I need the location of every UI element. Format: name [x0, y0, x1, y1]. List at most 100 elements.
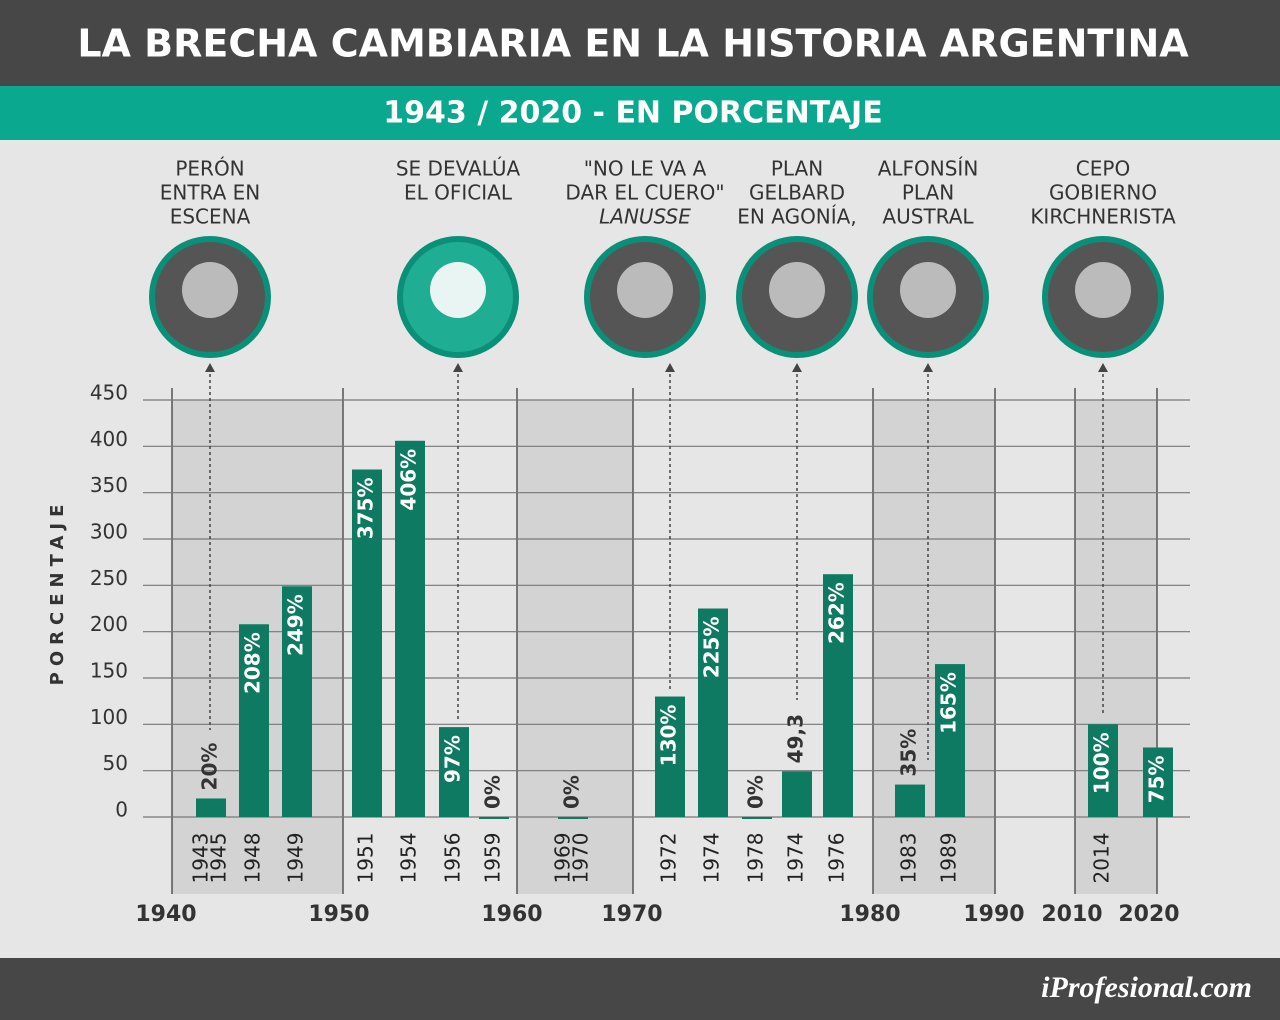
value-label: 130% — [657, 705, 681, 767]
photo-face — [1075, 262, 1131, 318]
value-label: 406% — [397, 449, 421, 511]
annotation-text: CEPO — [1076, 157, 1130, 181]
photo-face — [900, 262, 956, 318]
x-tick-label: 2014 — [1090, 833, 1114, 884]
annotation-text: ESCENA — [170, 205, 251, 229]
bar — [196, 798, 226, 817]
x-tick-label: 1974 — [700, 833, 724, 884]
x-tick-label: 1945 — [207, 833, 231, 884]
decade-label: 2020 — [1118, 902, 1179, 927]
x-tick-label: 1956 — [441, 833, 465, 884]
value-label: 49,3 — [784, 714, 808, 763]
value-label: 0% — [744, 775, 768, 809]
annotation-text: SE DEVALÚA — [396, 157, 521, 181]
x-tick-label: 1978 — [744, 833, 768, 884]
bar — [352, 469, 382, 817]
pointer-arrow — [923, 363, 933, 372]
y-tick-label: 400 — [90, 427, 128, 451]
annotation-text: GELBARD — [749, 181, 845, 205]
value-label: 75% — [1145, 756, 1169, 804]
x-tick-label: 1989 — [937, 833, 961, 884]
x-tick-label: 1976 — [825, 833, 849, 884]
bar — [895, 784, 925, 817]
chart-title: LA BRECHA CAMBIARIA EN LA HISTORIA ARGEN… — [77, 22, 1189, 66]
value-label: 0% — [560, 775, 584, 809]
annotation-text: LANUSSE — [599, 205, 691, 229]
x-tick-label: 1959 — [481, 833, 505, 884]
footer-bar — [0, 958, 1280, 1020]
decade-label: 1960 — [481, 902, 542, 927]
bar — [239, 624, 269, 817]
x-tick-label: 1948 — [241, 833, 265, 884]
bar — [558, 817, 588, 819]
y-tick-label: 300 — [90, 520, 128, 544]
value-label: 97% — [441, 735, 465, 783]
bar — [823, 574, 853, 817]
x-tick-label: 1972 — [657, 833, 681, 884]
y-tick-label: 250 — [90, 566, 128, 590]
decade-label: 1980 — [839, 902, 900, 927]
x-tick-label: 1983 — [897, 833, 921, 884]
annotation-text: ENTRA EN — [160, 181, 261, 205]
decade-label: 1950 — [308, 902, 369, 927]
bar — [1088, 724, 1118, 817]
y-tick-label: 50 — [103, 751, 128, 775]
value-label: 262% — [825, 582, 849, 644]
decade-label: 1990 — [963, 902, 1024, 927]
x-tick-label: 1943 — [189, 833, 213, 884]
y-tick-label: 350 — [90, 473, 128, 497]
subtitle: 1943 / 2020 - EN PORCENTAJE — [383, 96, 882, 131]
pointer-arrow — [665, 363, 675, 372]
decade-label: 2010 — [1041, 902, 1102, 927]
bar — [655, 696, 685, 817]
annotation-text: EN AGONÍA, — [737, 205, 856, 229]
annotation-text: DAR EL CUERO" — [565, 181, 724, 205]
bar — [439, 727, 469, 817]
bar — [698, 608, 728, 817]
pointer-arrow — [453, 363, 463, 372]
annotation-text: "NO LE VA A — [584, 157, 707, 181]
photo-face — [430, 262, 486, 318]
annotation-text: AUSTRAL — [882, 205, 974, 229]
value-label: 375% — [354, 478, 378, 540]
bar — [1143, 747, 1173, 817]
x-tick-label: 1949 — [284, 833, 308, 884]
y-tick-label: 200 — [90, 612, 128, 636]
value-label: 35% — [897, 729, 921, 777]
bar — [395, 440, 425, 817]
decade-label: 1970 — [601, 902, 662, 927]
photo-face — [617, 262, 673, 318]
bands — [172, 400, 1157, 894]
annotation-text: EL OFICIAL — [404, 181, 513, 205]
value-label: 20% — [198, 743, 222, 791]
annotation-text: GOBIERNO — [1049, 181, 1157, 205]
bar — [742, 817, 772, 819]
y-tick-label: 0 — [115, 798, 128, 822]
x-tick-label: 1954 — [397, 833, 421, 884]
x-tick-label: 1951 — [354, 833, 378, 884]
bar — [479, 817, 509, 819]
x-tick-label: 1970 — [569, 833, 593, 884]
value-label: 249% — [284, 594, 308, 656]
photo-face — [769, 262, 825, 318]
annotation-text: KIRCHNERISTA — [1030, 205, 1176, 229]
photo-face — [182, 262, 238, 318]
annotation-text: ALFONSÍN — [878, 157, 979, 181]
y-tick-label: 150 — [90, 659, 128, 683]
y-axis-label: PORCENTAJE — [47, 499, 68, 686]
bar — [935, 664, 965, 817]
value-label: 100% — [1090, 732, 1114, 794]
footer-logo: iProfesional.com — [1041, 971, 1252, 1004]
value-label: 0% — [481, 775, 505, 809]
y-tick-label: 450 — [90, 381, 128, 405]
bar — [782, 771, 812, 817]
annotation-text: PLAN — [771, 157, 823, 181]
decade-label: 1940 — [135, 902, 196, 927]
bar — [282, 586, 312, 817]
pointer-arrow — [792, 363, 802, 372]
annotation-text: PERÓN — [175, 157, 244, 181]
header-bar — [0, 0, 1280, 86]
x-tick-label: 1974 — [784, 833, 808, 884]
value-label: 208% — [241, 632, 265, 694]
